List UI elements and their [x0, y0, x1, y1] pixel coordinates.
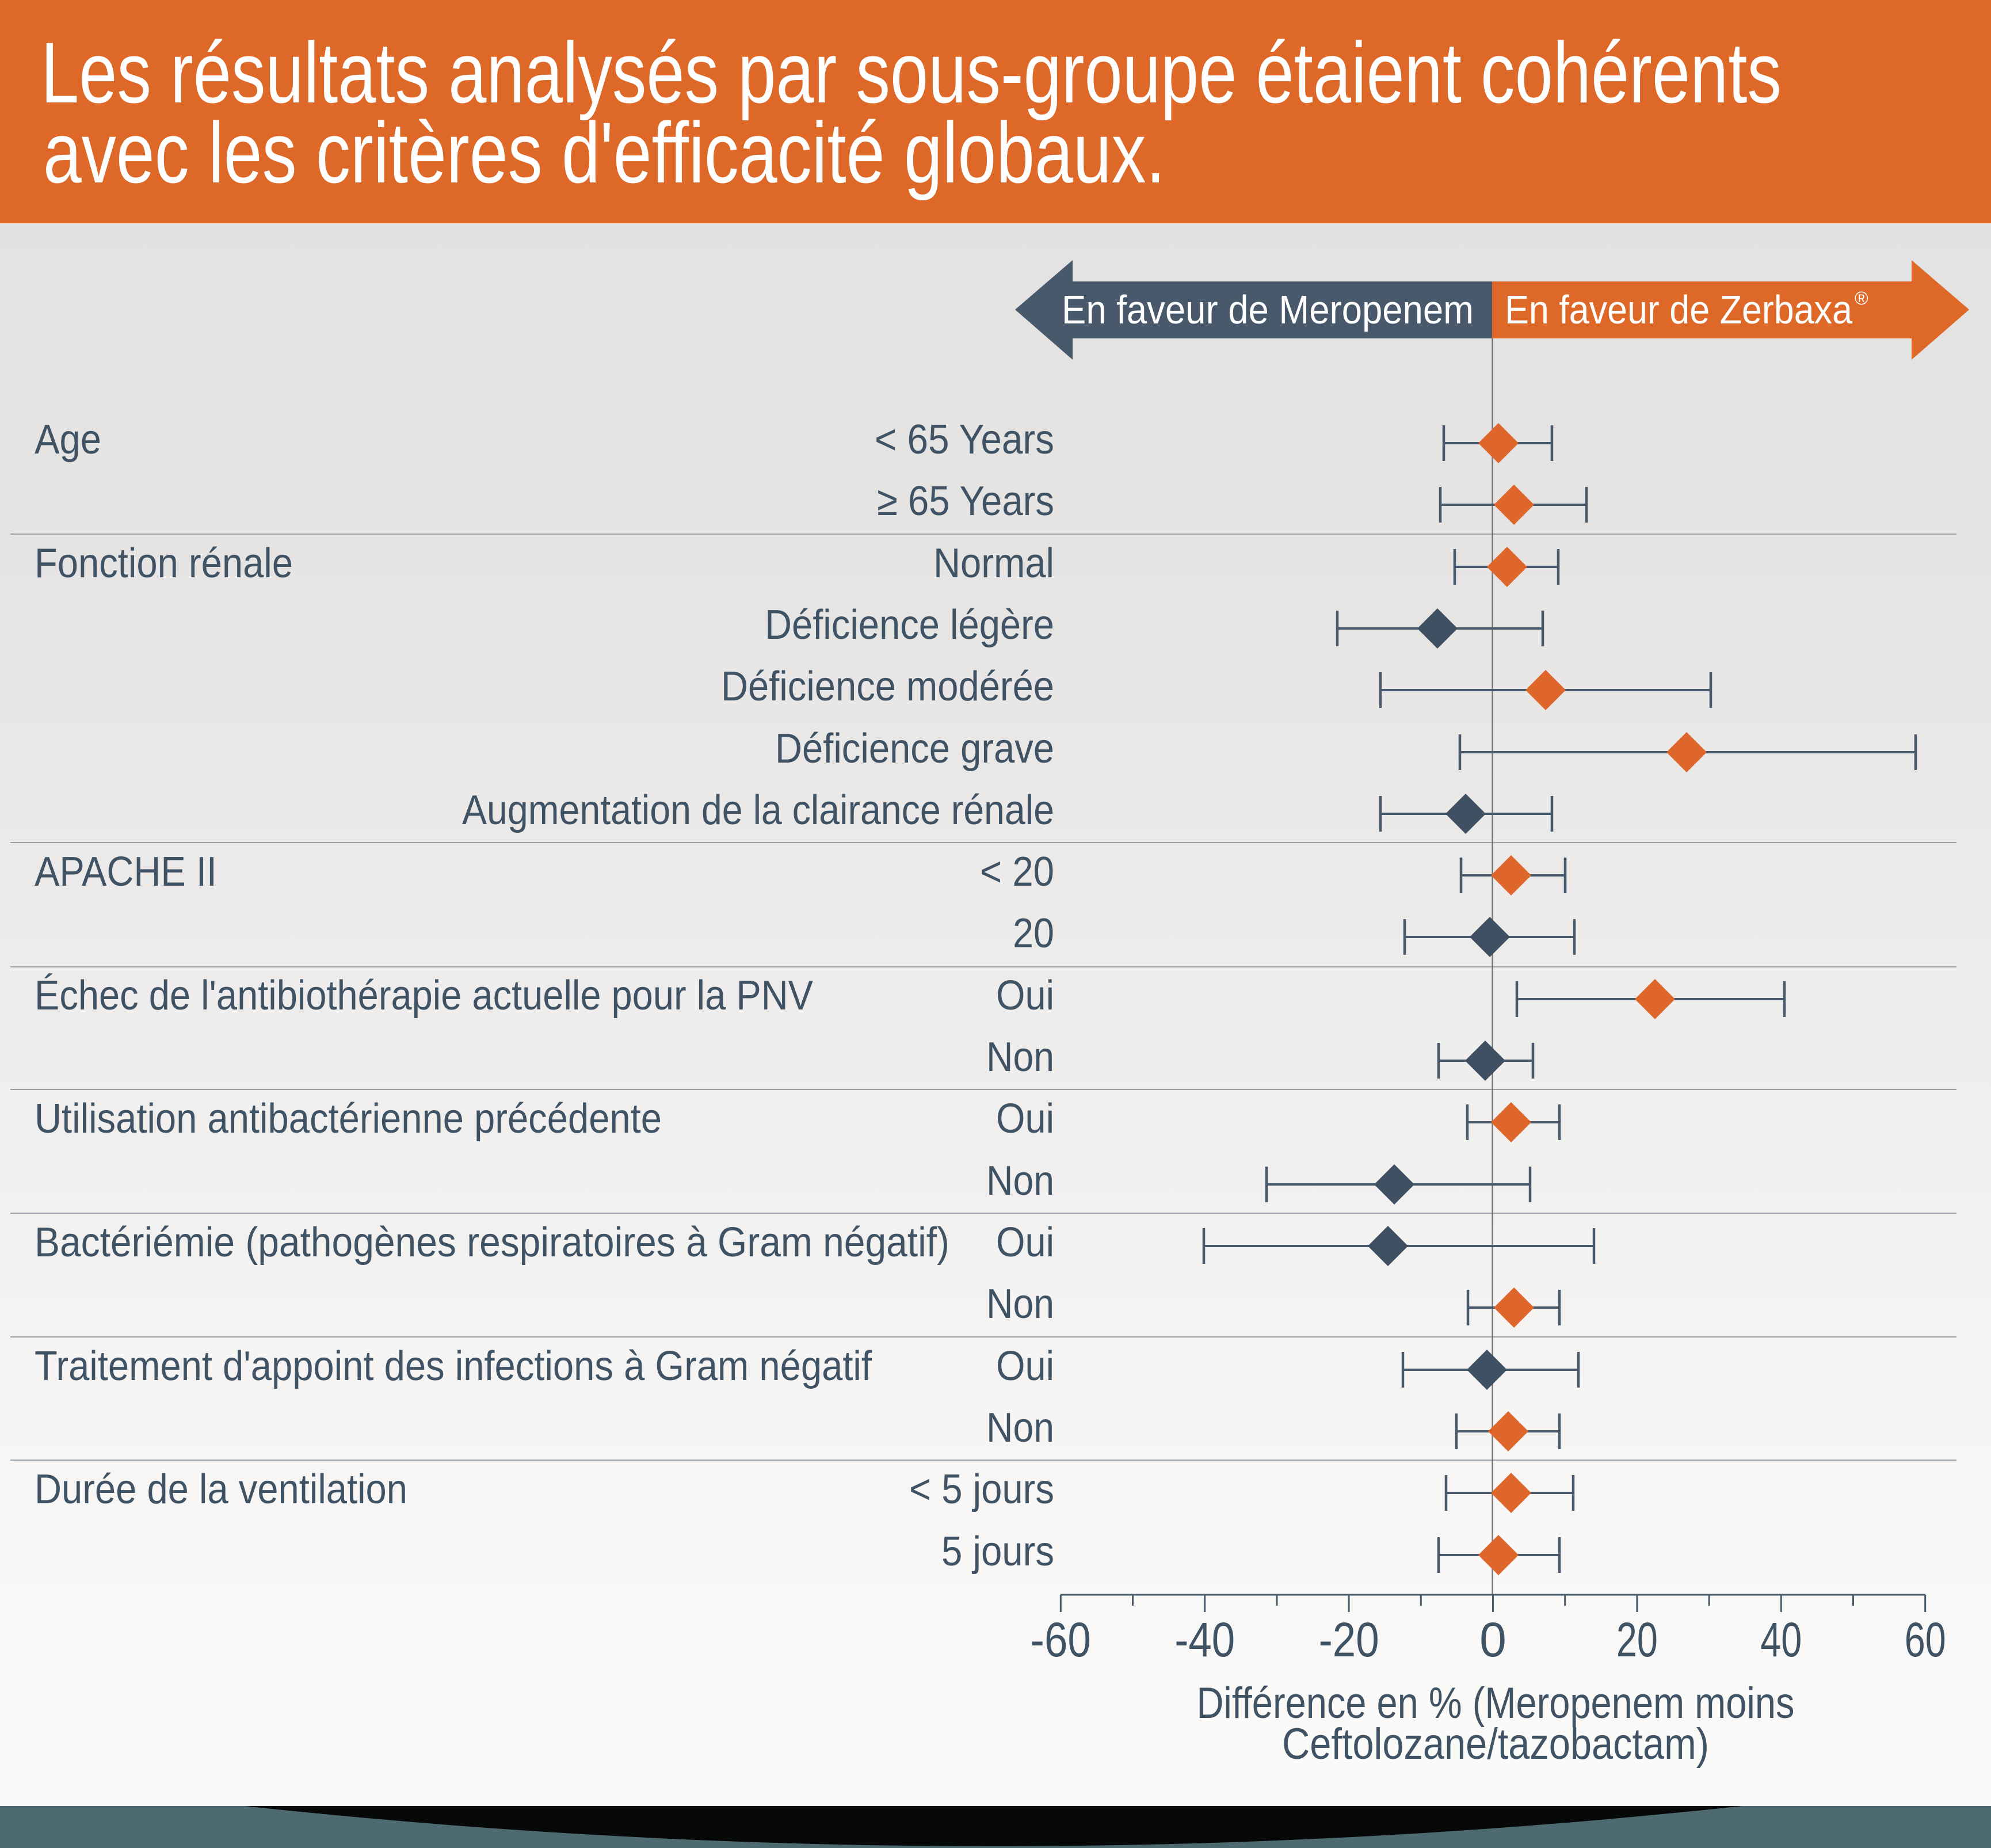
svg-text:20: 20 [1013, 910, 1054, 957]
svg-text:< 5 jours: < 5 jours [909, 1466, 1054, 1512]
svg-text:Non: Non [986, 1405, 1054, 1451]
svg-text:Durée de la ventilation: Durée de la ventilation [35, 1466, 407, 1512]
svg-text:Normal: Normal [933, 540, 1054, 586]
svg-text:60: 60 [1905, 1613, 1946, 1667]
svg-text:≥ 65 Years: ≥ 65 Years [877, 478, 1054, 524]
svg-text:Déficience légère: Déficience légère [765, 602, 1054, 648]
svg-text:Utilisation antibactérienne pr: Utilisation antibactérienne précédente [35, 1096, 662, 1142]
svg-text:Augmentation de la clairance r: Augmentation de la clairance rénale [462, 787, 1054, 833]
svg-text:Non: Non [986, 1034, 1054, 1080]
svg-text:Non: Non [986, 1158, 1054, 1204]
svg-text:APACHE II: APACHE II [35, 849, 217, 895]
svg-text:5 jours: 5 jours [941, 1529, 1054, 1575]
svg-text:Les résultats analysés par sou: Les résultats analysés par sous-groupe é… [41, 24, 1782, 121]
svg-text:Non: Non [986, 1281, 1054, 1327]
svg-text:Déficience grave: Déficience grave [775, 726, 1054, 772]
svg-text:Oui: Oui [996, 973, 1054, 1019]
svg-text:< 20: < 20 [980, 849, 1054, 895]
svg-text:0: 0 [1479, 1613, 1506, 1667]
svg-text:Différence en % (Meropenem moi: Différence en % (Meropenem moins [1197, 1679, 1795, 1728]
svg-text:Bactériémie (pathogènes respir: Bactériémie (pathogènes respiratoires à … [35, 1220, 949, 1266]
svg-text:En faveur de Meropenem: En faveur de Meropenem [1062, 287, 1474, 332]
svg-text:Traitement d'appoint des infec: Traitement d'appoint des infections à Gr… [35, 1343, 872, 1389]
svg-text:Oui: Oui [996, 1096, 1054, 1142]
svg-text:20: 20 [1616, 1613, 1658, 1667]
svg-text:Ceftolozane/tazobactam): Ceftolozane/tazobactam) [1282, 1720, 1709, 1769]
svg-text:Age: Age [35, 417, 101, 463]
svg-text:avec les critères d'efficacité: avec les critères d'efficacité globaux. [43, 104, 1165, 201]
svg-text:-60: -60 [1031, 1613, 1091, 1667]
svg-text:Oui: Oui [996, 1343, 1054, 1389]
svg-text:®: ® [1855, 288, 1868, 308]
svg-text:-20: -20 [1319, 1613, 1379, 1667]
svg-text:Déficience modérée: Déficience modérée [721, 664, 1054, 710]
svg-text:En faveur de Zerbaxa: En faveur de Zerbaxa [1505, 287, 1852, 332]
svg-text:Fonction rénale: Fonction rénale [35, 540, 293, 586]
svg-text:40: 40 [1760, 1613, 1802, 1667]
svg-text:< 65 Years: < 65 Years [875, 417, 1054, 463]
svg-text:Oui: Oui [996, 1220, 1054, 1266]
svg-text:Échec de l'antibiothérapie act: Échec de l'antibiothérapie actuelle pour… [35, 973, 813, 1019]
svg-text:-40: -40 [1174, 1613, 1235, 1667]
